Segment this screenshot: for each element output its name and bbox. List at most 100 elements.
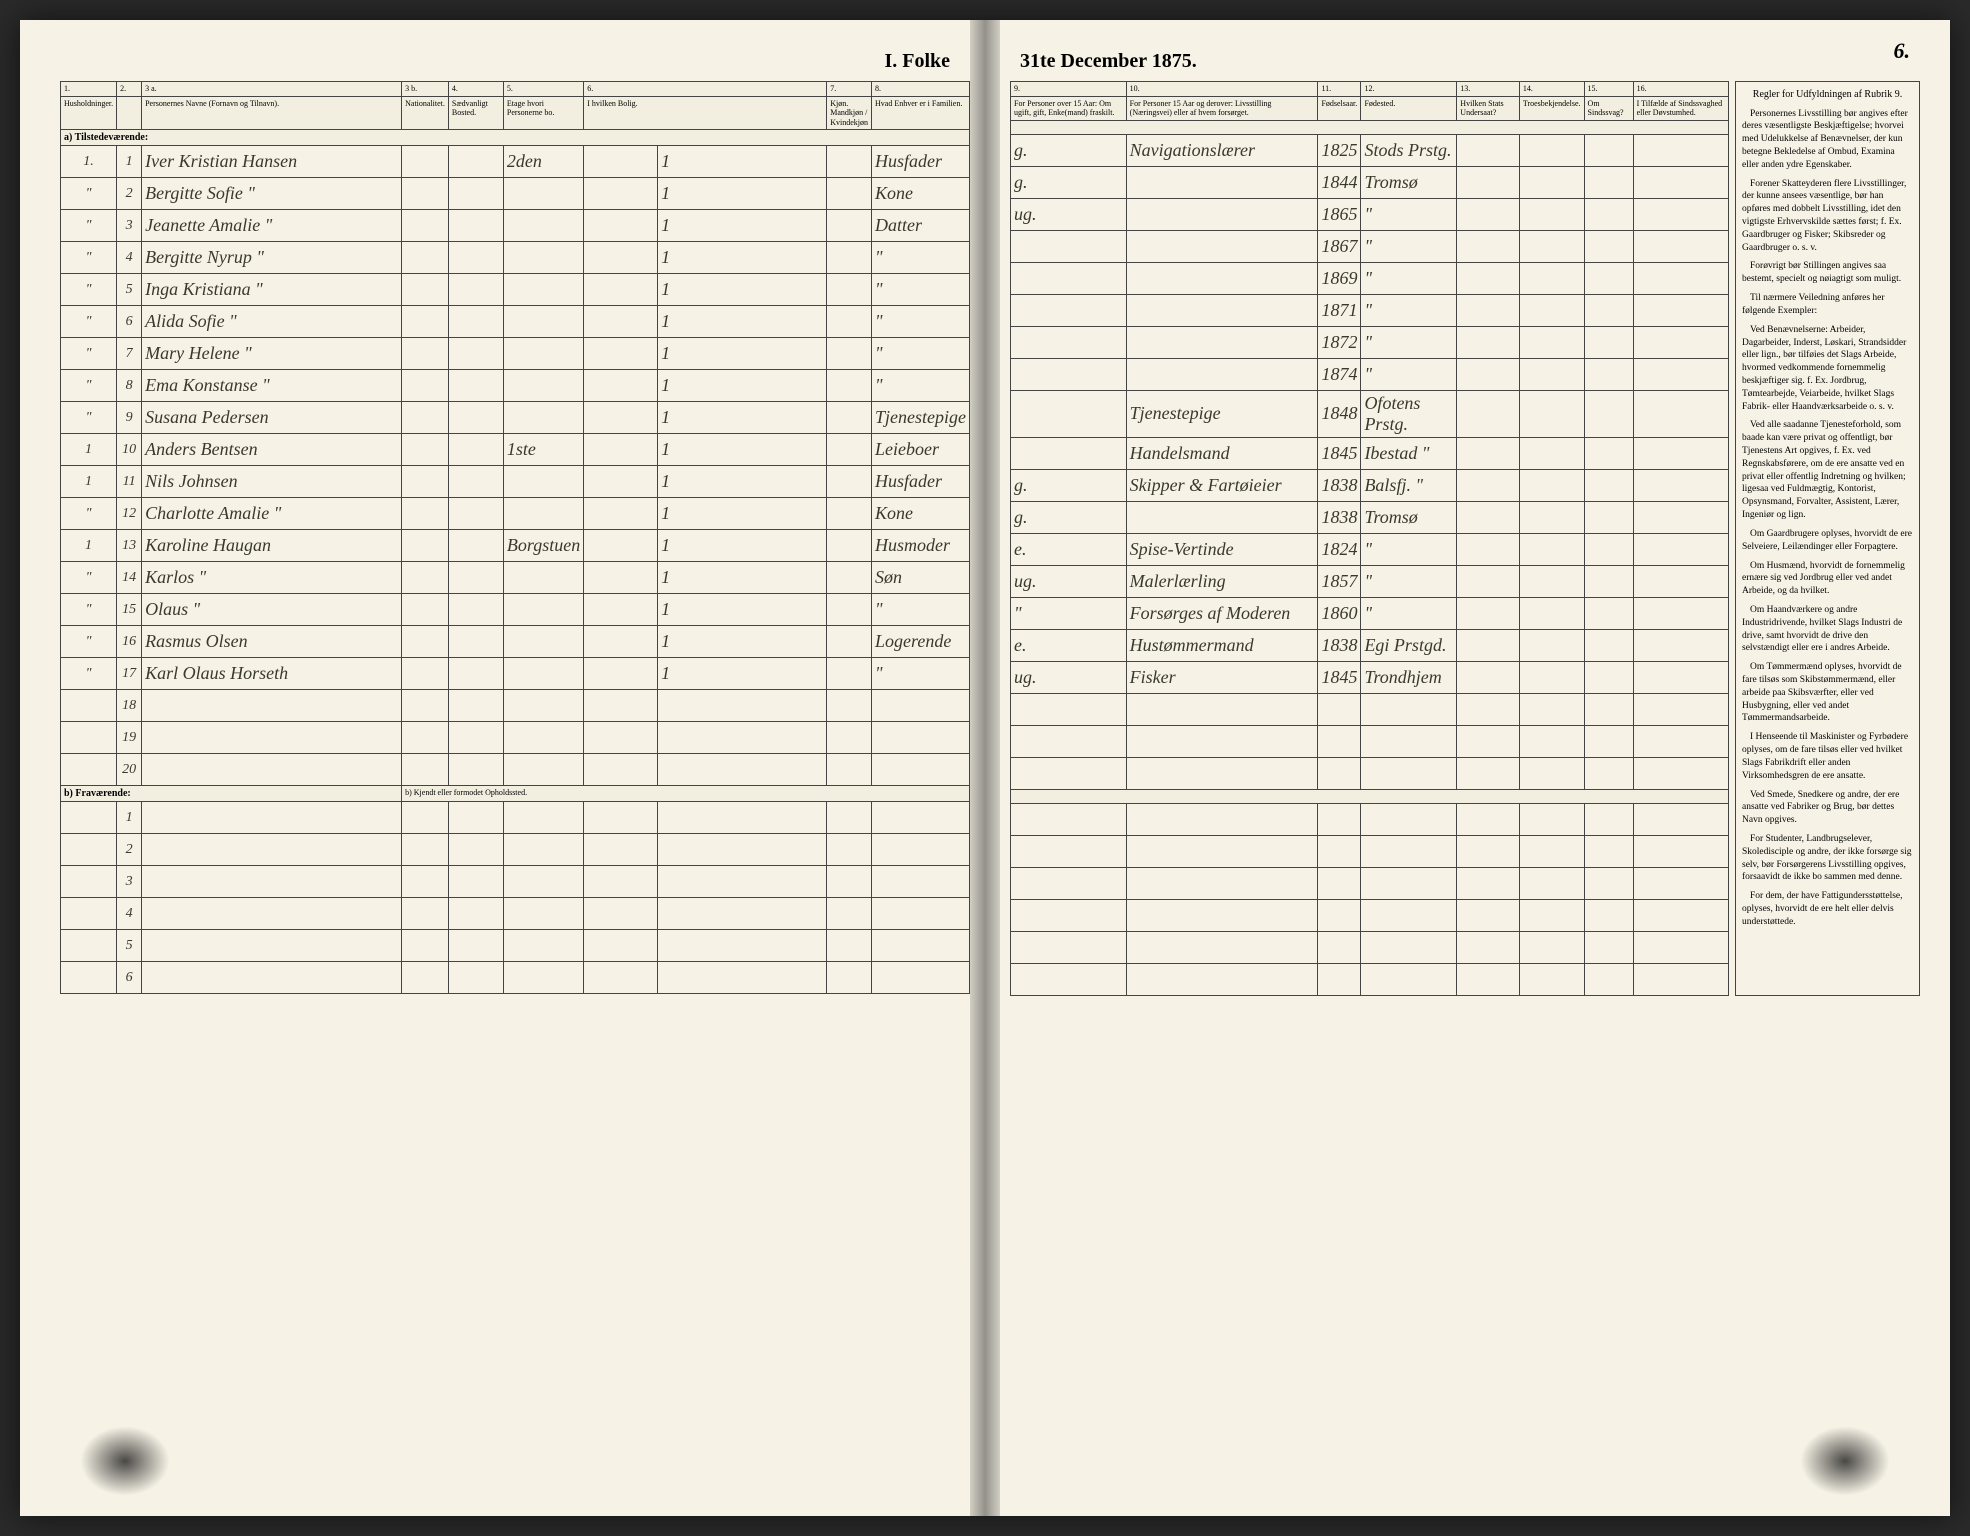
cell: 1848: [1318, 390, 1361, 437]
cell: [1011, 390, 1127, 437]
cell: 1: [658, 146, 827, 178]
cell: [448, 306, 503, 338]
cell: Anders Bentsen: [142, 434, 402, 466]
cell: [503, 834, 583, 866]
table-row: Tjenestepige1848Ofotens Prstg.: [1011, 390, 1729, 437]
cell: [402, 306, 449, 338]
cell: [503, 338, 583, 370]
cell: [1584, 326, 1633, 358]
cell: [402, 866, 449, 898]
cell: [872, 898, 970, 930]
cell: [1519, 661, 1584, 693]
cell: [1361, 693, 1457, 725]
census-book-spread: I. Folke 1.2.3 a.3 b.4.5.6.7.8. Husholdn…: [20, 20, 1950, 1516]
sidebar-para: I Henseende til Maskinister og Fyrbødere…: [1742, 731, 1913, 782]
cell: 3: [117, 210, 142, 242]
col-head: [117, 96, 142, 130]
cell: [658, 962, 827, 994]
cell: [1633, 931, 1728, 963]
cell: [1519, 230, 1584, 262]
cell: [1519, 134, 1584, 166]
cell: [402, 498, 449, 530]
cell: ": [61, 562, 117, 594]
table-row: 5: [61, 930, 970, 962]
table-row: 18: [61, 690, 970, 722]
cell: [1519, 262, 1584, 294]
cell: 14: [117, 562, 142, 594]
cell: 4: [117, 898, 142, 930]
cell: [1126, 867, 1318, 899]
cell: [1633, 899, 1728, 931]
cell: [142, 834, 402, 866]
cell: [1457, 693, 1520, 725]
cell: 1: [658, 626, 827, 658]
cell: [1633, 963, 1728, 995]
cell: Navigationslærer: [1126, 134, 1318, 166]
cell: [1519, 326, 1584, 358]
cell: Nils Johnsen: [142, 466, 402, 498]
cell: 10: [117, 434, 142, 466]
table-row: 19: [61, 722, 970, 754]
cell: 1: [658, 498, 827, 530]
table-row: 1872": [1011, 326, 1729, 358]
cell: [1633, 262, 1728, 294]
cell: [1633, 867, 1728, 899]
cell: [1126, 358, 1318, 390]
cell: [1361, 757, 1457, 789]
sidebar-title: Regler for Udfyldningen af Rubrik 9.: [1742, 88, 1913, 102]
cell: 1857: [1318, 565, 1361, 597]
cell: 1: [658, 530, 827, 562]
cell: 1844: [1318, 166, 1361, 198]
table-row: "8Ema Konstanse "1": [61, 370, 970, 402]
cell: [1519, 437, 1584, 469]
sidebar-para: Forøvrigt bør Stillingen angives saa bes…: [1742, 260, 1913, 286]
col-head: Nationalitet.: [402, 96, 449, 130]
cell: [1519, 867, 1584, 899]
cell: [1011, 725, 1127, 757]
cell: 11: [117, 466, 142, 498]
table-row: "9Susana Pedersen1Tjenestepige: [61, 402, 970, 434]
cell: Iver Kristian Hansen: [142, 146, 402, 178]
cell: Charlotte Amalie ": [142, 498, 402, 530]
cell: Trondhjem: [1361, 661, 1457, 693]
cell: ": [1361, 294, 1457, 326]
col-head: Kjøn. Mandkjøn / Kvindekjøn: [827, 96, 872, 130]
table-row: "12Charlotte Amalie "1Kone: [61, 498, 970, 530]
cell: [1126, 166, 1318, 198]
cell: [402, 178, 449, 210]
cell: [1633, 565, 1728, 597]
cell: [1011, 358, 1127, 390]
cell: [1633, 597, 1728, 629]
table-row: 1867": [1011, 230, 1729, 262]
cell: [1011, 963, 1127, 995]
cell: [827, 306, 872, 338]
cell: [584, 962, 658, 994]
cell: [872, 722, 970, 754]
cell: ": [61, 306, 117, 338]
cell: [658, 722, 827, 754]
cell: 1: [658, 338, 827, 370]
cell: [827, 898, 872, 930]
sidebar-para: Om Gaardbrugere oplyses, hvorvidt de ere…: [1742, 528, 1913, 554]
cell: [503, 306, 583, 338]
cell: [1457, 198, 1520, 230]
cell: 2: [117, 178, 142, 210]
cell: [584, 562, 658, 594]
cell: 1: [658, 466, 827, 498]
cell: 1ste: [503, 434, 583, 466]
cell: ": [1361, 198, 1457, 230]
table-row: 2: [61, 834, 970, 866]
cell: [1126, 198, 1318, 230]
cell: [503, 898, 583, 930]
cell: [1633, 835, 1728, 867]
cell: Spise-Vertinde: [1126, 533, 1318, 565]
table-row: "4Bergitte Nyrup "1": [61, 242, 970, 274]
cell: [402, 930, 449, 962]
cell: 6: [117, 962, 142, 994]
cell: 1824: [1318, 533, 1361, 565]
cell: [1126, 899, 1318, 931]
cell: 17: [117, 658, 142, 690]
cell: [827, 498, 872, 530]
cell: 1825: [1318, 134, 1361, 166]
cell: [1633, 230, 1728, 262]
